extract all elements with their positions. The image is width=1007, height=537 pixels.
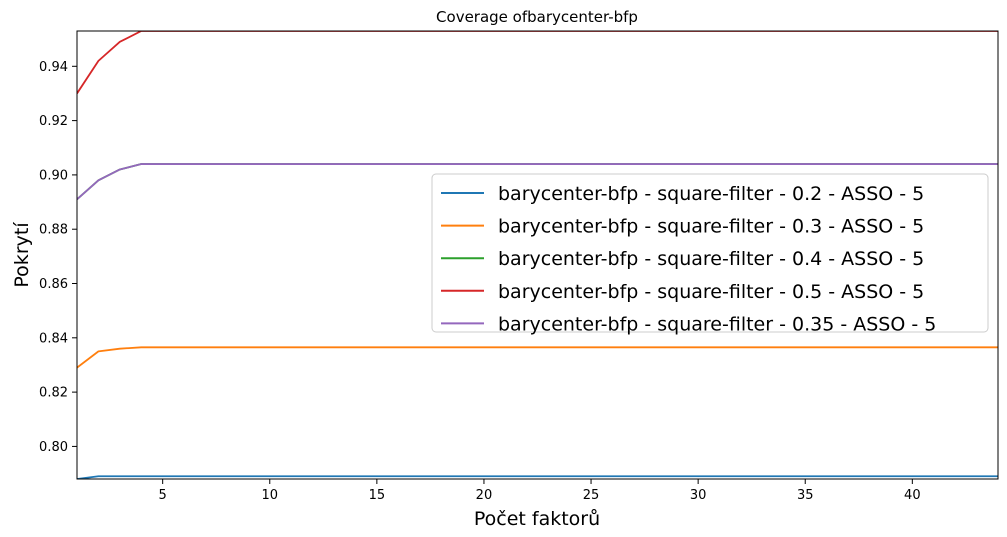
x-tick-label: 25: [583, 488, 600, 503]
legend: barycenter-bfp - square-filter - 0.2 - A…: [431, 173, 989, 335]
x-axis-label: Počet faktorů: [474, 508, 600, 530]
y-tick-label: 0.82: [39, 386, 68, 401]
y-tick-label: 0.84: [39, 331, 68, 346]
y-axis: 0.80 0.82 0.84 0.86 0.88 0.90 0.92 0.94: [39, 60, 77, 455]
x-tick-label: 15: [369, 488, 386, 503]
legend-entry-4: barycenter-bfp - square-filter - 0.5 - A…: [498, 281, 924, 303]
x-tick-label: 30: [690, 488, 707, 503]
y-tick-label: 0.80: [39, 440, 68, 455]
series-line-5: [77, 163, 998, 201]
series-line-2: [77, 346, 998, 369]
x-tick-label: 10: [261, 488, 278, 503]
x-tick-label: 35: [797, 488, 814, 503]
x-tick-label: 40: [904, 488, 921, 503]
x-tick-label: 5: [159, 488, 167, 503]
x-tick-label: 20: [476, 488, 493, 503]
legend-entry-2: barycenter-bfp - square-filter - 0.3 - A…: [498, 216, 924, 238]
series-line-1: [77, 475, 998, 479]
y-tick-label: 0.86: [39, 277, 68, 292]
y-axis-label: Pokrytí: [11, 222, 33, 288]
legend-entry-1: barycenter-bfp - square-filter - 0.2 - A…: [498, 183, 924, 205]
legend-entry-5: barycenter-bfp - square-filter - 0.35 - …: [498, 313, 936, 335]
y-tick-label: 0.94: [39, 60, 68, 75]
x-axis: 5 10 15 20 25 30 35 40: [159, 479, 921, 503]
plot-frame: [76, 30, 999, 480]
legend-box: [431, 173, 989, 333]
y-tick-label: 0.88: [39, 223, 68, 238]
series-line-4: [77, 31, 998, 94]
y-tick-label: 0.92: [39, 114, 68, 129]
y-tick-label: 0.90: [39, 168, 68, 183]
chart-title: Coverage ofbarycenter-bfp: [436, 8, 638, 26]
legend-entry-3: barycenter-bfp - square-filter - 0.4 - A…: [498, 248, 924, 270]
series-layer: [77, 31, 998, 479]
